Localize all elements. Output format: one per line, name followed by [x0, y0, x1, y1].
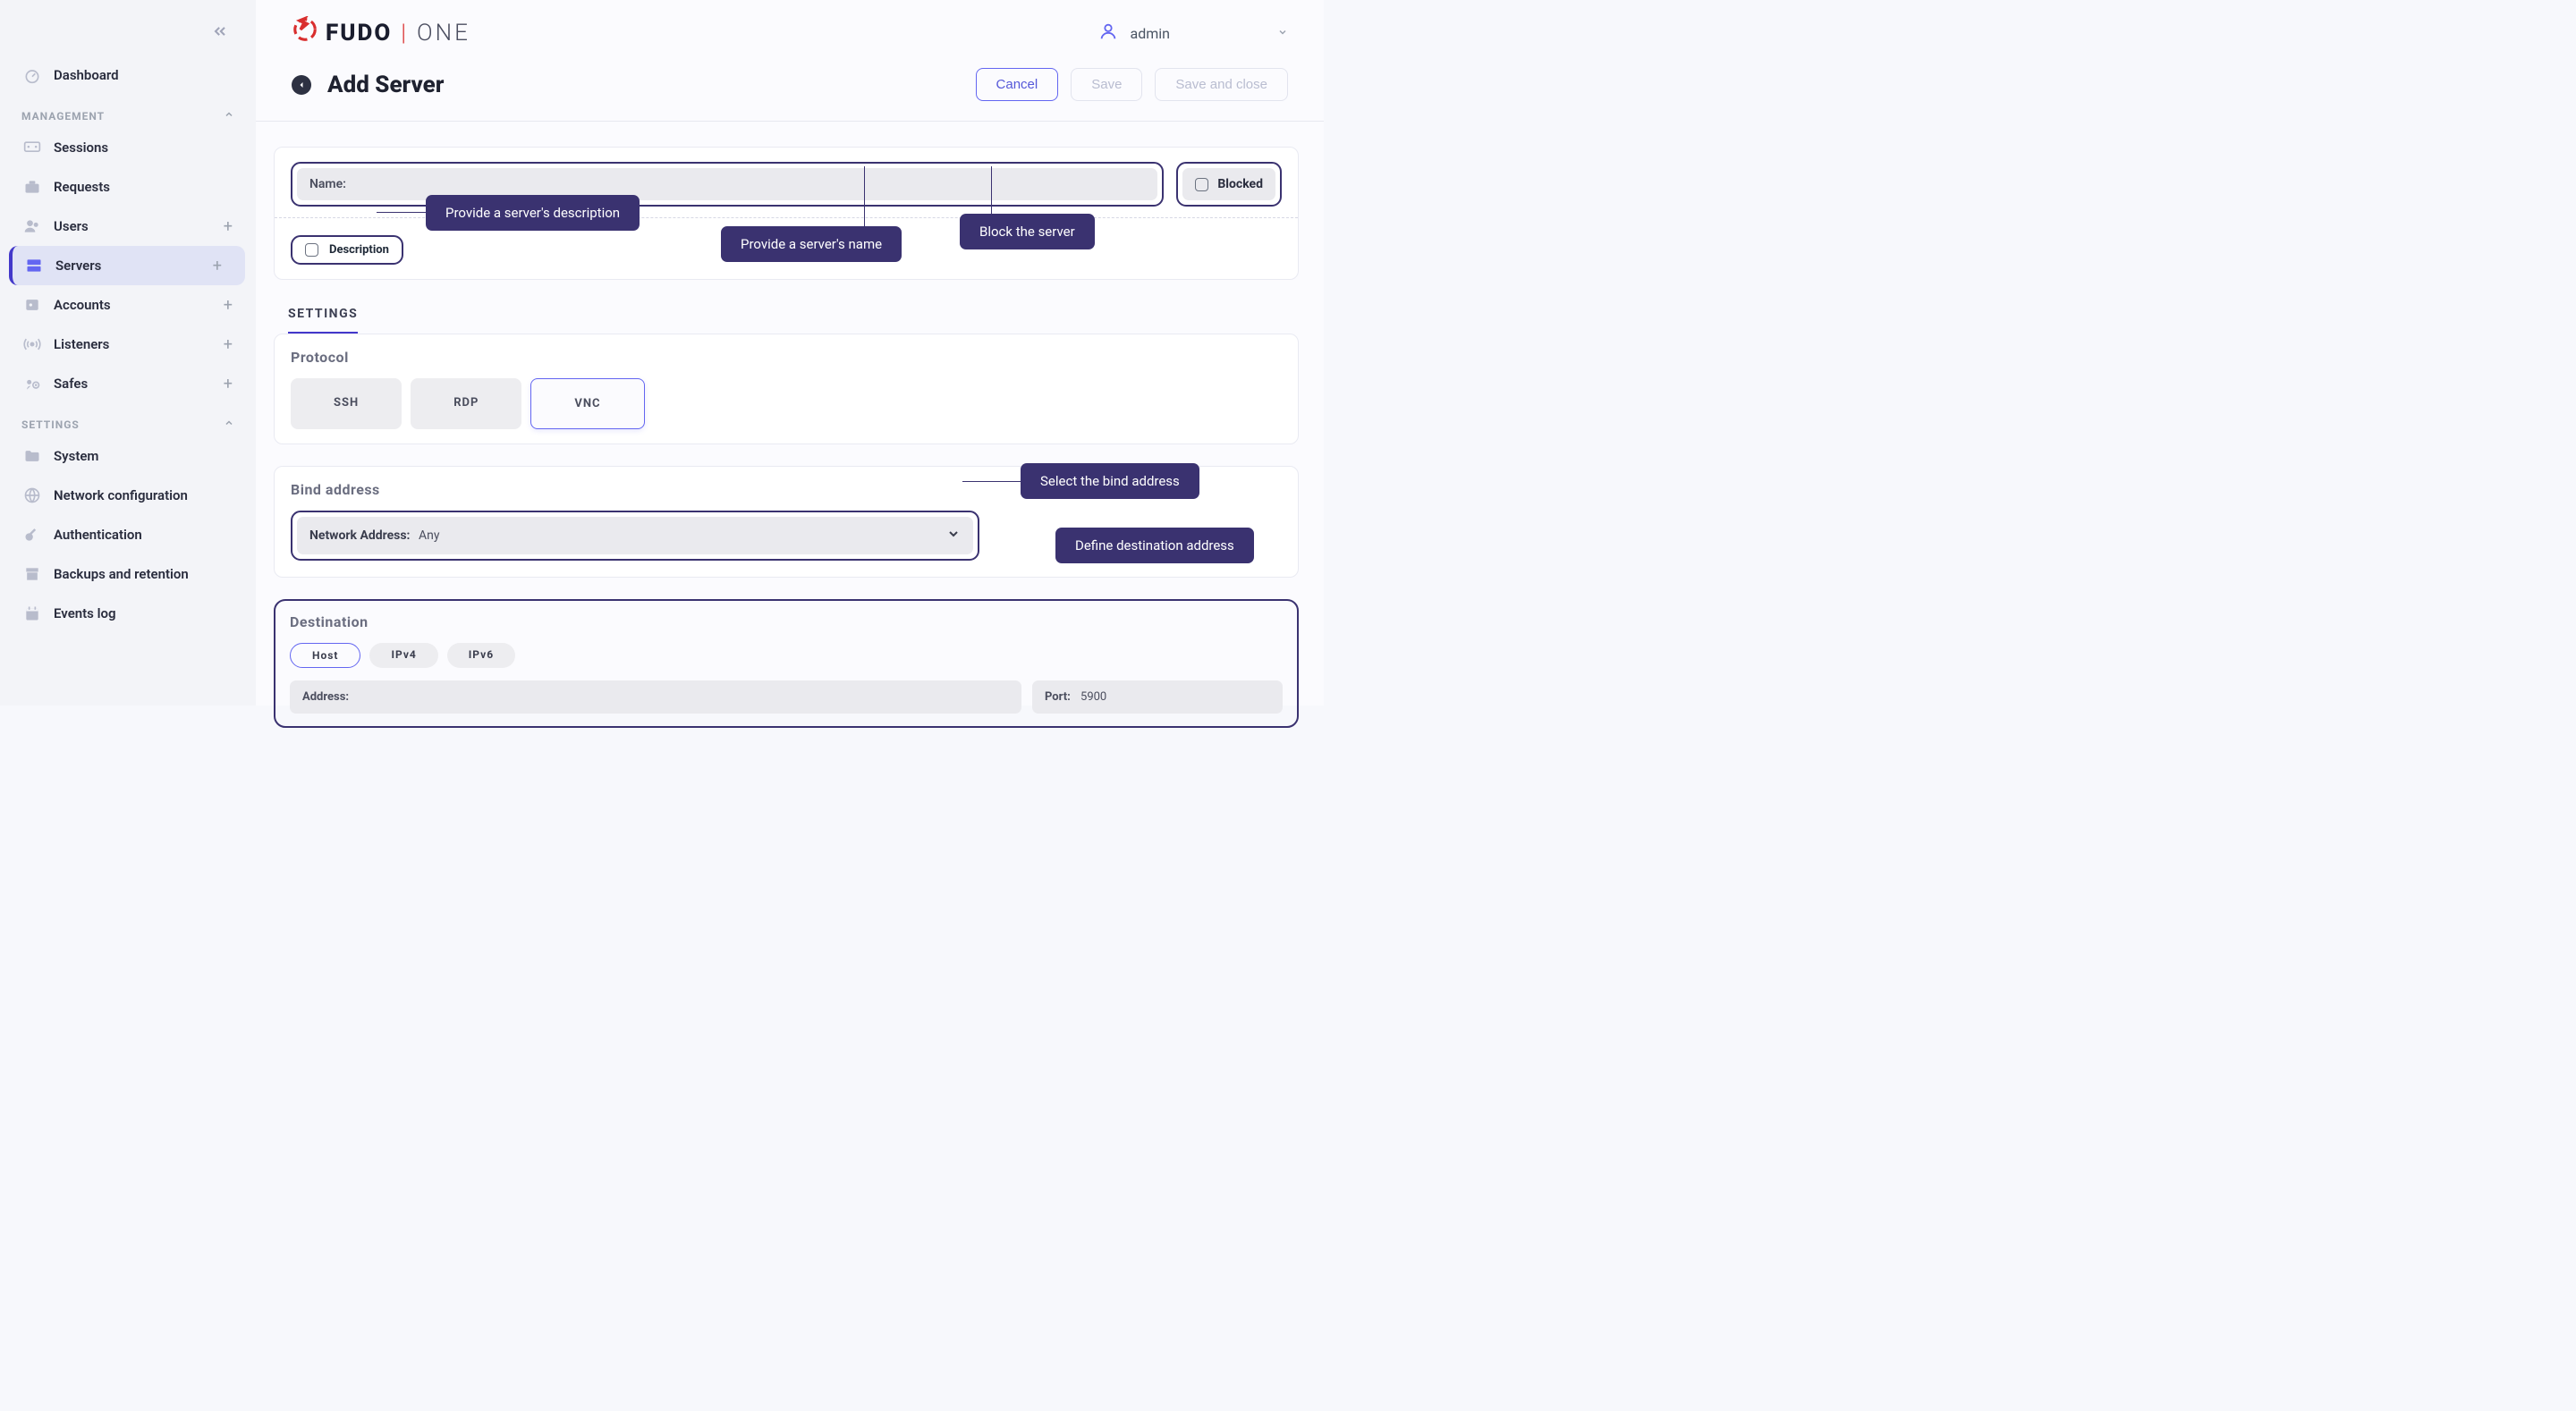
sidebar-label: Servers: [55, 258, 101, 274]
checkbox-icon[interactable]: [305, 243, 318, 257]
blocked-highlight: Blocked: [1176, 162, 1282, 207]
collapse-icon[interactable]: [211, 22, 229, 46]
username: admin: [1131, 25, 1170, 42]
dashboard-icon: [21, 64, 43, 86]
save-button[interactable]: Save: [1071, 68, 1142, 101]
bind-select[interactable]: Network Address: Any: [297, 517, 973, 554]
sidebar-item-network[interactable]: Network configuration: [0, 476, 256, 515]
sidebar-label: Events log: [54, 605, 116, 621]
requests-icon: [21, 176, 43, 198]
accounts-icon: [21, 294, 43, 316]
calendar-icon: [21, 603, 43, 624]
sidebar-label: Safes: [54, 376, 88, 392]
port-input[interactable]: Port: 5900: [1032, 680, 1283, 714]
protocol-ssh[interactable]: SSH: [291, 378, 402, 429]
add-icon[interactable]: +: [224, 335, 233, 354]
page-title: Add Server: [327, 72, 444, 98]
key-icon: [21, 524, 43, 545]
user-menu[interactable]: admin: [1098, 21, 1288, 45]
tab-settings[interactable]: SETTINGS: [288, 307, 358, 334]
sidebar-item-accounts[interactable]: Accounts +: [0, 285, 256, 325]
sidebar-item-servers[interactable]: Servers +: [9, 246, 245, 285]
logo: FUDO | ONE: [292, 16, 470, 50]
add-icon[interactable]: +: [224, 296, 233, 315]
protocol-rdp[interactable]: RDP: [411, 378, 521, 429]
sidebar-label: Authentication: [54, 527, 142, 543]
callout-description: Provide a server's description: [426, 195, 640, 231]
add-icon[interactable]: +: [224, 375, 233, 393]
back-button[interactable]: [292, 75, 311, 95]
sidebar-label: Accounts: [54, 297, 111, 313]
sidebar-item-events[interactable]: Events log: [0, 594, 256, 633]
folder-icon: [21, 445, 43, 467]
sidebar-label: Backups and retention: [54, 566, 189, 582]
sidebar-item-safes[interactable]: Safes +: [0, 364, 256, 403]
main-content: FUDO | ONE admin Add Server: [256, 0, 1324, 706]
sidebar-item-requests[interactable]: Requests: [0, 167, 256, 207]
dest-tab-ipv6[interactable]: IPv6: [447, 643, 515, 668]
destination-title: Destination: [290, 613, 1283, 630]
safes-icon: [21, 373, 43, 394]
sidebar-section-settings: SETTINGS: [0, 403, 256, 436]
servers-icon: [23, 255, 45, 276]
protocol-vnc[interactable]: VNC: [530, 378, 644, 429]
name-input[interactable]: Name:: [297, 168, 1157, 200]
sidebar-label: Listeners: [54, 336, 109, 352]
users-icon: [21, 215, 43, 237]
blocked-checkbox[interactable]: Blocked: [1182, 168, 1275, 200]
chevron-up-icon[interactable]: [224, 109, 234, 123]
protocol-card: Protocol SSH RDP VNC: [274, 334, 1299, 444]
description-toggle[interactable]: Description: [329, 243, 389, 257]
user-icon: [1098, 21, 1118, 45]
sidebar-item-listeners[interactable]: Listeners +: [0, 325, 256, 364]
dest-tab-ipv4[interactable]: IPv4: [369, 643, 437, 668]
callout-destination: Define destination address: [1055, 528, 1254, 563]
sidebar-item-system[interactable]: System: [0, 436, 256, 476]
add-icon[interactable]: +: [213, 257, 222, 275]
address-input[interactable]: Address:: [290, 680, 1021, 714]
protocol-title: Protocol: [291, 349, 1282, 366]
destination-highlight: Destination Host IPv4 IPv6 Address: Port…: [274, 599, 1299, 728]
add-icon[interactable]: +: [224, 217, 233, 236]
sessions-icon: [21, 137, 43, 158]
checkbox-icon[interactable]: [1195, 178, 1208, 191]
archive-icon: [21, 563, 43, 585]
cancel-button[interactable]: Cancel: [976, 68, 1059, 101]
bind-highlight: Network Address: Any: [291, 511, 979, 561]
description-highlight: Description: [291, 235, 403, 265]
sidebar-label: Network configuration: [54, 487, 188, 503]
chevron-down-icon: [1277, 27, 1288, 40]
sidebar-item-sessions[interactable]: Sessions: [0, 128, 256, 167]
callout-bind: Select the bind address: [1021, 463, 1199, 499]
connector: [962, 481, 1021, 482]
topbar: FUDO | ONE admin: [256, 0, 1324, 68]
callout-block: Block the server: [960, 214, 1095, 249]
connector: [377, 212, 426, 213]
sidebar-section-management: MANAGEMENT: [0, 95, 256, 128]
chevron-up-icon[interactable]: [224, 418, 234, 431]
sidebar-label: System: [54, 448, 98, 464]
save-close-button[interactable]: Save and close: [1155, 68, 1288, 101]
listeners-icon: [21, 334, 43, 355]
sidebar-label: Dashboard: [54, 67, 119, 83]
network-icon: [21, 485, 43, 506]
chevron-down-icon: [946, 527, 961, 545]
logo-icon: [292, 16, 318, 50]
sidebar-label: Sessions: [54, 139, 108, 156]
sidebar: Dashboard MANAGEMENT Sessions Requests U…: [0, 0, 256, 706]
name-field-highlight: Name:: [291, 162, 1164, 207]
dest-tab-host[interactable]: Host: [290, 643, 360, 668]
titlebar: Add Server Cancel Save Save and close: [256, 68, 1324, 122]
sidebar-item-users[interactable]: Users +: [0, 207, 256, 246]
sidebar-item-backups[interactable]: Backups and retention: [0, 554, 256, 594]
connector: [991, 166, 992, 214]
sidebar-item-dashboard[interactable]: Dashboard: [0, 55, 256, 95]
sidebar-label: Requests: [54, 179, 110, 195]
connector: [864, 166, 865, 226]
sidebar-item-auth[interactable]: Authentication: [0, 515, 256, 554]
callout-name: Provide a server's name: [721, 226, 902, 262]
sidebar-label: Users: [54, 218, 89, 234]
tab-row: SETTINGS: [274, 307, 1299, 334]
